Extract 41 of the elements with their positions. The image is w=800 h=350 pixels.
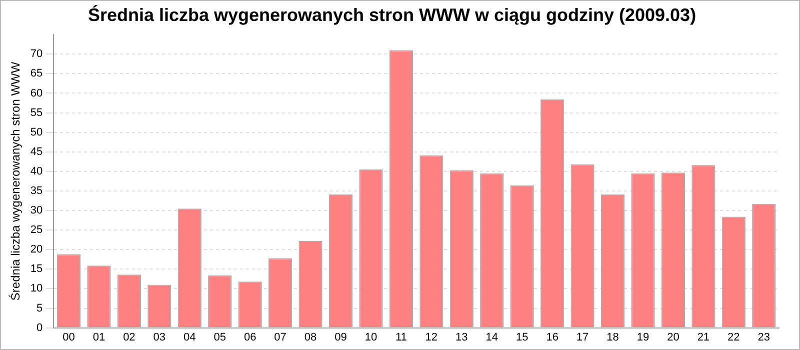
- x-tick-label: 13: [456, 331, 468, 344]
- y-tick-label: 15: [30, 263, 43, 276]
- x-tick-label: 10: [364, 331, 378, 344]
- x-tick-label: 19: [636, 331, 650, 344]
- y-tick-label: 55: [30, 106, 43, 119]
- y-tick-label: 65: [30, 68, 43, 80]
- y-tick-label: 20: [30, 244, 43, 256]
- x-tick-label: 15: [516, 331, 528, 344]
- x-tick-label: 06: [244, 331, 256, 344]
- y-tick-label: 30: [30, 204, 43, 217]
- y-tick-label: 40: [30, 165, 43, 178]
- x-tick-label: 00: [62, 331, 75, 344]
- x-tick-label: 09: [334, 331, 347, 344]
- x-tick-label: 21: [697, 331, 710, 344]
- x-tick-label: 20: [667, 331, 680, 344]
- x-tick-label: 14: [486, 331, 498, 344]
- y-axis-title: Średnia liczba wygenerowanych stron WWW: [8, 61, 23, 301]
- chart-title: Średnia liczba wygenerowanych stron WWW w ciągu godziny (2009.03): [88, 4, 696, 25]
- y-tick-label: 0: [36, 322, 43, 334]
- y-tick-label: 5: [36, 302, 43, 314]
- y-tick-label: 50: [30, 126, 43, 138]
- x-tick-label: 04: [184, 331, 196, 344]
- x-tick-label: 05: [214, 331, 226, 344]
- x-tick-label: 08: [304, 331, 317, 344]
- y-tick-label: 10: [30, 282, 43, 295]
- x-tick-label: 18: [606, 331, 619, 344]
- y-tick-label: 25: [30, 224, 43, 236]
- x-tick-label: 11: [395, 331, 407, 344]
- x-tick-label: 23: [758, 331, 770, 344]
- y-tick-label: 70: [30, 48, 43, 60]
- x-tick-label: 16: [546, 331, 558, 344]
- x-tick-label: 12: [425, 331, 438, 344]
- x-tick-label: 01: [92, 331, 106, 344]
- y-tick-label: 35: [30, 185, 43, 198]
- x-tick-label: 03: [153, 331, 166, 344]
- y-tick-label: 45: [30, 146, 43, 158]
- x-tick-label: 07: [274, 331, 286, 344]
- x-tick-label: 02: [123, 331, 136, 344]
- x-tick-label: 17: [576, 331, 589, 344]
- x-tick-label: 22: [728, 331, 740, 344]
- y-tick-label: 60: [30, 87, 43, 100]
